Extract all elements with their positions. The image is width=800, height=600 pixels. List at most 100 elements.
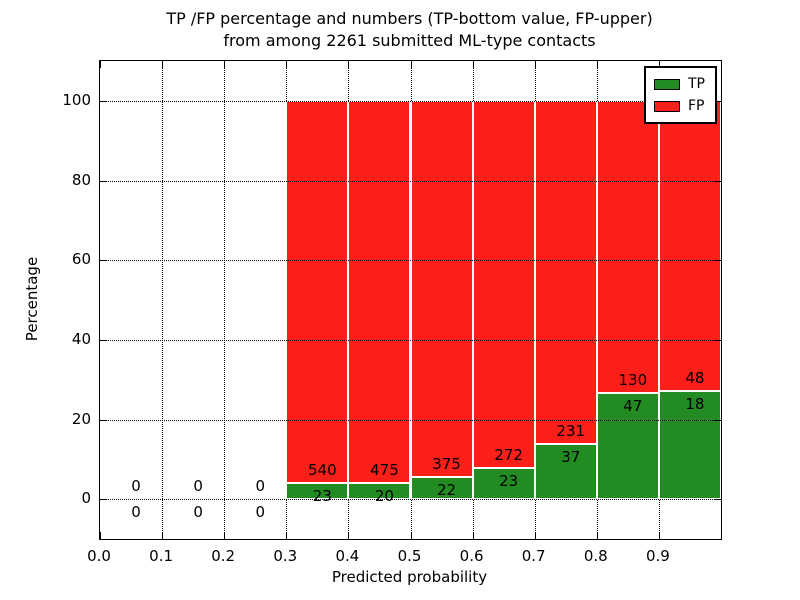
y-tick-mark-right	[714, 499, 721, 501]
y-tick-mark	[100, 419, 107, 421]
bar-segment-fp	[534, 100, 597, 445]
x-tick-label: 0.3	[273, 547, 298, 565]
gridline-horizontal	[100, 339, 721, 341]
bar-segment-fp	[410, 100, 473, 478]
x-tick-label: 0.4	[335, 547, 360, 565]
x-tick-mark	[658, 532, 660, 539]
bar-segment-tp	[348, 483, 411, 500]
y-tick-mark	[100, 339, 107, 341]
chart-title: TP /FP percentage and numbers (TP-bottom…	[99, 8, 720, 52]
fp-count-annotation: 0	[131, 477, 141, 496]
x-tick-mark	[224, 532, 226, 539]
fp-count-annotation: 540	[308, 460, 337, 479]
tp-count-annotation: 37	[561, 448, 581, 467]
gridline-vertical	[162, 61, 164, 539]
x-tick-mark	[162, 532, 164, 539]
fp-count-annotation: 130	[618, 371, 648, 390]
x-tick-mark	[348, 532, 350, 539]
bar-segment-tp	[410, 477, 473, 500]
tp-count-annotation: 47	[623, 397, 643, 416]
fp-count-annotation: 0	[193, 477, 203, 496]
gridline-horizontal	[100, 100, 721, 102]
chart-title-line2: from among 2261 submitted ML-type contac…	[223, 31, 596, 50]
y-tick-label: 80	[71, 170, 91, 189]
tp-count-annotation: 0	[193, 503, 203, 522]
tp-count-annotation: 23	[499, 472, 519, 491]
gridline-horizontal	[100, 419, 721, 421]
x-tick-label: 0.1	[149, 547, 174, 565]
bar-segment-fp	[472, 100, 535, 469]
tp-count-annotation: 23	[312, 486, 332, 505]
y-tick-mark	[100, 260, 107, 262]
x-tick-mark	[410, 532, 412, 539]
x-tick-label: 0.0	[87, 547, 111, 565]
tp-count-annotation: 18	[685, 394, 705, 413]
bar-segment-fp	[596, 100, 659, 394]
bar-segment-fp	[658, 100, 721, 391]
x-axis-label: Predicted probability	[331, 568, 488, 586]
y-tick-mark	[100, 499, 107, 501]
x-tick-mark-top	[100, 61, 101, 68]
bar-segment-tp	[472, 468, 535, 500]
x-tick-mark-top	[348, 61, 350, 68]
legend-item-fp: FP	[654, 95, 705, 117]
bar-segment-tp	[286, 482, 349, 500]
x-tick-mark-top	[472, 61, 474, 68]
x-tick-label: 0.8	[583, 547, 608, 565]
x-tick-mark	[534, 532, 536, 539]
bar-segment-tp	[596, 393, 659, 500]
legend: TP FP	[644, 66, 717, 124]
y-tick-label: 40	[71, 329, 91, 348]
gridline-horizontal	[100, 499, 721, 501]
gridline-horizontal	[100, 180, 721, 182]
y-tick-mark	[100, 180, 107, 182]
fp-count-annotation: 272	[494, 446, 523, 465]
y-tick-label: 100	[62, 90, 91, 109]
y-tick-mark-right	[714, 180, 721, 182]
fp-legend-swatch	[654, 100, 680, 112]
x-tick-mark	[100, 532, 101, 539]
x-tick-mark-top	[410, 61, 412, 68]
x-tick-mark-top	[162, 61, 164, 68]
tp-legend-swatch	[654, 78, 680, 90]
bar-segment-tp	[534, 444, 597, 500]
fp-count-annotation: 48	[685, 368, 705, 387]
x-tick-mark	[286, 532, 288, 539]
x-tick-label: 0.9	[645, 547, 670, 565]
gridline-horizontal	[100, 260, 721, 262]
x-tick-label: 0.5	[397, 547, 422, 565]
x-tick-mark-top	[658, 61, 660, 68]
gridline-vertical	[224, 61, 226, 539]
bar-segment-fp	[348, 100, 411, 484]
x-tick-label: 0.6	[459, 547, 484, 565]
fp-count-annotation: 0	[255, 477, 266, 496]
y-tick-label: 0	[81, 489, 91, 508]
legend-item-tp: TP	[654, 73, 705, 95]
x-tick-mark-top	[596, 61, 598, 68]
y-tick-label: 20	[71, 409, 91, 428]
y-tick-mark-right	[714, 100, 721, 102]
x-tick-mark	[472, 532, 474, 539]
y-tick-mark-right	[714, 339, 721, 341]
x-tick-mark-top	[534, 61, 536, 68]
fp-count-annotation: 475	[370, 461, 399, 480]
tp-count-annotation: 0	[255, 503, 266, 522]
tp-count-annotation: 20	[374, 487, 394, 506]
tp-legend-label: TP	[688, 76, 705, 92]
tp-count-annotation: 22	[437, 481, 457, 500]
x-tick-mark	[596, 532, 598, 539]
x-tick-label: 0.2	[211, 547, 236, 565]
y-axis-label: Percentage	[23, 256, 41, 342]
x-tick-label: 0.7	[521, 547, 546, 565]
fp-count-annotation: 231	[556, 422, 586, 441]
y-tick-mark-right	[714, 419, 721, 421]
plot-area: 0 0 0 0 0 0 540 23 475 20 375 22 272 23 231 37 130 47 48 18…	[99, 60, 722, 540]
bar-segment-tp	[658, 390, 721, 500]
x-tick-mark-top	[286, 61, 288, 68]
fp-count-annotation: 375	[432, 455, 461, 474]
y-tick-label: 60	[71, 250, 91, 269]
x-tick-mark-top	[224, 61, 226, 68]
y-tick-mark	[100, 100, 107, 102]
bar-segment-fp	[286, 100, 349, 483]
